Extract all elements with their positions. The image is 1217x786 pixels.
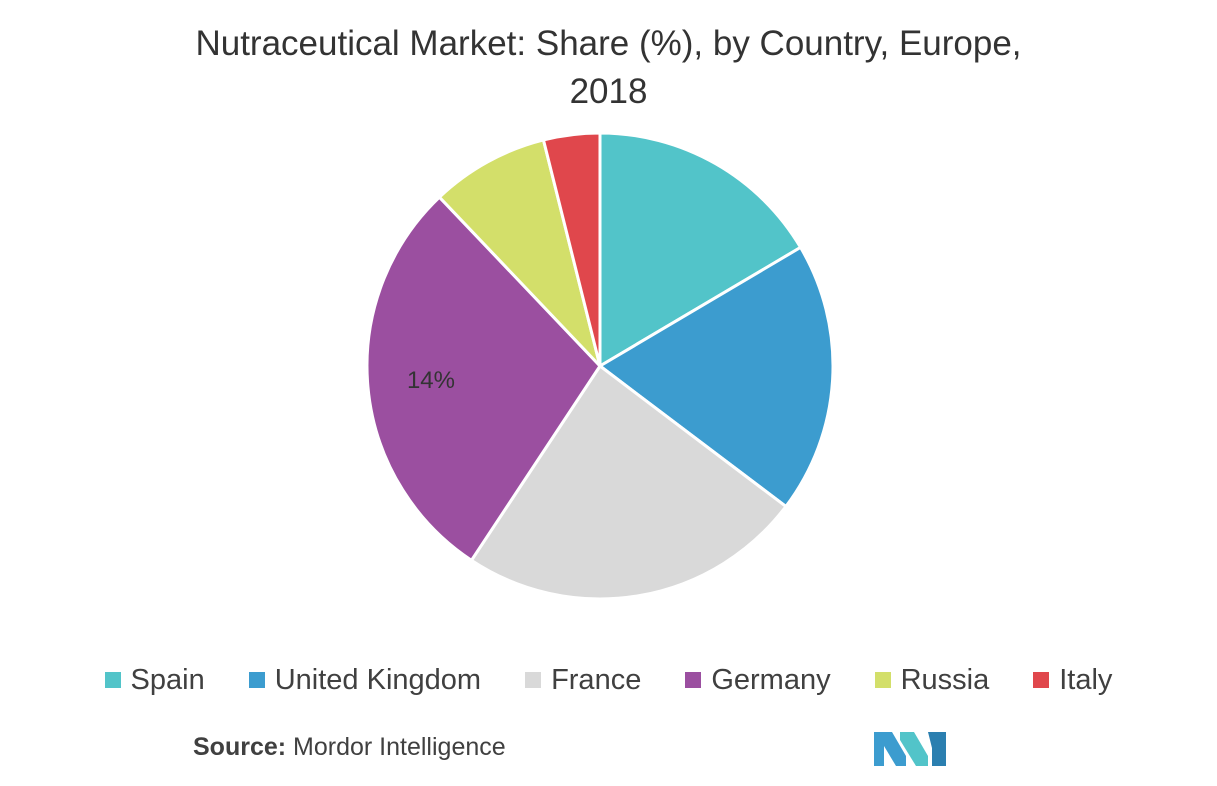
legend-item-spain: Spain [104,663,205,697]
pie-slice-france [469,364,788,601]
legend-label-italy: Italy [1059,663,1113,696]
legend-swatch-spain [104,672,121,688]
legend-swatch-france [525,672,542,688]
legend-swatch-germany [685,672,702,688]
chart-title-line-1: Nutraceutical Market: Share (%), by Coun… [195,24,1022,63]
legend-swatch-italy [1033,672,1050,688]
source-label: Source: [193,733,287,761]
pie-slices [365,131,835,601]
mordor-intelligence-logo-icon [874,732,946,766]
legend-item-france: France [525,664,641,697]
legend-item-russia: Russia [874,663,990,697]
legend-item-italy: Italy [1033,664,1112,697]
legend-item-united-kingdom: United Kingdom [248,663,482,697]
pie-slice-russia [437,138,602,368]
chart-title: Nutraceutical Market: Share (%), by Coun… [0,20,1217,116]
legend-label-spain: Spain [130,663,205,696]
legend-label-france: France [551,663,642,696]
source-text: Mordor Intelligence [293,733,506,761]
pie-data-labels: 14% [407,367,455,394]
chart-legend: Spain United Kingdom France Germany Russia It… [0,660,1217,700]
legend-swatch-united-kingdom [248,672,265,688]
legend-label-russia: Russia [900,663,990,696]
legend-label-united-kingdom: United Kingdom [274,663,482,696]
pie-slice-italy [541,131,602,368]
legend-item-germany: Germany [685,663,831,697]
pie-slice-united-kingdom [598,245,835,508]
pie-slice-spain [598,131,803,368]
chart-title-line-2: 2018 [569,72,648,111]
data-label-germany: 14% [407,367,455,394]
legend-swatch-russia [874,672,891,688]
pie-slice-germany [365,195,602,562]
legend-label-germany: Germany [711,663,831,696]
source-note: Source: Mordor Intelligence [193,733,506,762]
